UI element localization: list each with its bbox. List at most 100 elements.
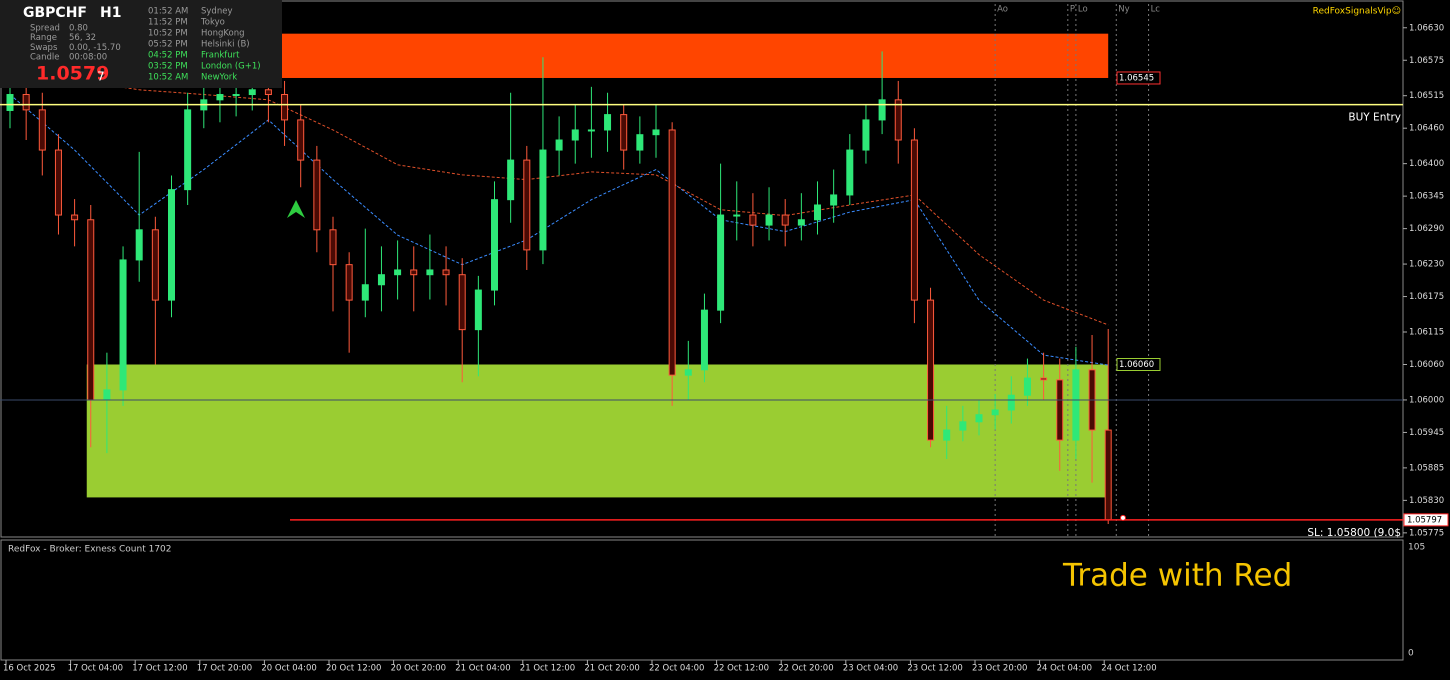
info-panel <box>0 0 282 88</box>
y-tick-label: 1.06000 <box>1409 395 1444 405</box>
candle-body <box>297 119 305 161</box>
x-tick-label: 21 Oct 20:00 <box>584 664 639 674</box>
y-tick-label: 1.06460 <box>1409 124 1444 134</box>
candle-body <box>426 269 434 276</box>
session-name: London (G+1) <box>201 62 261 72</box>
indicator-bottom-label: 0 <box>1408 649 1414 659</box>
candle-body <box>652 129 660 136</box>
x-tick-label: 17 Oct 04:00 <box>68 664 123 674</box>
candle-body <box>38 109 46 151</box>
candle-body <box>733 214 741 217</box>
candle-body <box>474 289 482 331</box>
candle-body <box>103 389 111 401</box>
y-tick-label: 1.06515 <box>1409 91 1444 101</box>
session-time: 10:52 AM <box>148 73 188 83</box>
session-label: Lo <box>1078 5 1088 15</box>
current-price-label: 1.05797 <box>1407 515 1442 525</box>
zones <box>86 33 1109 498</box>
candle-body <box>1056 379 1064 441</box>
candle-body <box>587 129 595 132</box>
current-price-box <box>1403 513 1449 527</box>
price-digit: 7 <box>97 70 105 84</box>
x-tick-label: 21 Oct 04:00 <box>455 664 510 674</box>
x-tick-label: 16 Oct 2025 <box>3 664 56 674</box>
candle-body <box>281 94 289 121</box>
session-label: Ao <box>997 5 1008 15</box>
y-tick-label: 1.06115 <box>1409 328 1444 338</box>
session-time: 04:52 PM <box>148 51 188 61</box>
candle-body <box>248 89 256 96</box>
zone-price-label: 1.06545 <box>1119 73 1154 83</box>
candle-body <box>910 139 918 301</box>
candle-body <box>523 159 531 251</box>
candle-body <box>22 94 30 111</box>
candle-body <box>604 114 612 131</box>
candle-body <box>458 274 466 331</box>
candle-body <box>87 219 95 401</box>
candle-body <box>684 369 692 376</box>
moving-average <box>9 69 1109 326</box>
price: 1.0579 <box>36 63 109 85</box>
session-time: 01:52 AM <box>148 7 188 17</box>
candle-body <box>797 219 805 226</box>
session-name: HongKong <box>201 29 245 39</box>
candle-body <box>620 114 628 151</box>
zone-price-box <box>1116 357 1161 371</box>
x-tick-label: 22 Oct 04:00 <box>649 664 704 674</box>
info-label: Candle <box>30 53 60 63</box>
candle-body <box>151 229 159 301</box>
session-time: 11:52 PM <box>148 18 188 28</box>
moving-average <box>9 94 1109 366</box>
candle-body <box>1023 377 1031 396</box>
y-tick-label: 1.06400 <box>1409 159 1444 169</box>
session-label: Ny <box>1118 5 1129 15</box>
candle-body <box>700 309 708 371</box>
session-label: P <box>1070 5 1075 15</box>
x-tick-label: 23 Oct 04:00 <box>843 664 898 674</box>
plot <box>0 4 1403 537</box>
x-tick-label: 23 Oct 20:00 <box>972 664 1027 674</box>
zone <box>86 364 1109 498</box>
info-label: Spread <box>30 24 60 34</box>
x-tick-label: 24 Oct 12:00 <box>1101 664 1156 674</box>
x-tick-label: 21 Oct 12:00 <box>520 664 575 674</box>
candle-body <box>668 129 676 376</box>
candle-body <box>781 214 789 226</box>
y-tick-label: 1.06175 <box>1409 292 1444 302</box>
session-name: Tokyo <box>200 18 225 28</box>
candle-body <box>1104 429 1112 521</box>
candle-body <box>814 204 821 221</box>
x-tick-label: 22 Oct 12:00 <box>714 664 769 674</box>
symbol: GBPCHF <box>23 5 87 21</box>
y-tick-label: 1.06060 <box>1409 360 1444 370</box>
candle-body <box>991 409 999 416</box>
candle-body <box>636 134 644 151</box>
y-tick-label: 1.06230 <box>1409 260 1444 270</box>
zone <box>280 33 1109 78</box>
candle-body <box>765 214 773 226</box>
x-tick-label: 24 Oct 04:00 <box>1037 664 1092 674</box>
level-label: SL: 1.05800 (9.0$ <box>1307 527 1401 539</box>
zone-price-box <box>1116 71 1161 85</box>
y-tick-label: 1.05945 <box>1409 428 1444 438</box>
current-price-marker <box>1120 514 1126 521</box>
session-label: Lc <box>1151 5 1161 15</box>
session-time: 05:52 PM <box>148 40 188 50</box>
session-name: Sydney <box>201 7 232 17</box>
candle-body <box>6 94 14 111</box>
candle-body <box>1040 377 1048 381</box>
candle-body <box>71 214 79 221</box>
candle-body <box>232 94 240 97</box>
candle-body <box>184 109 192 191</box>
candle-body <box>1007 394 1015 411</box>
candle-body <box>571 129 579 141</box>
candle-body <box>394 269 402 276</box>
candle-body <box>442 269 450 276</box>
indicator-top-label: 105 <box>1408 543 1425 553</box>
y-tick-label: 1.05775 <box>1409 528 1444 538</box>
x-tick-label: 22 Oct 20:00 <box>778 664 833 674</box>
zone-price-label: 1.06060 <box>1119 360 1154 370</box>
y-tick-label: 1.06290 <box>1409 224 1444 234</box>
